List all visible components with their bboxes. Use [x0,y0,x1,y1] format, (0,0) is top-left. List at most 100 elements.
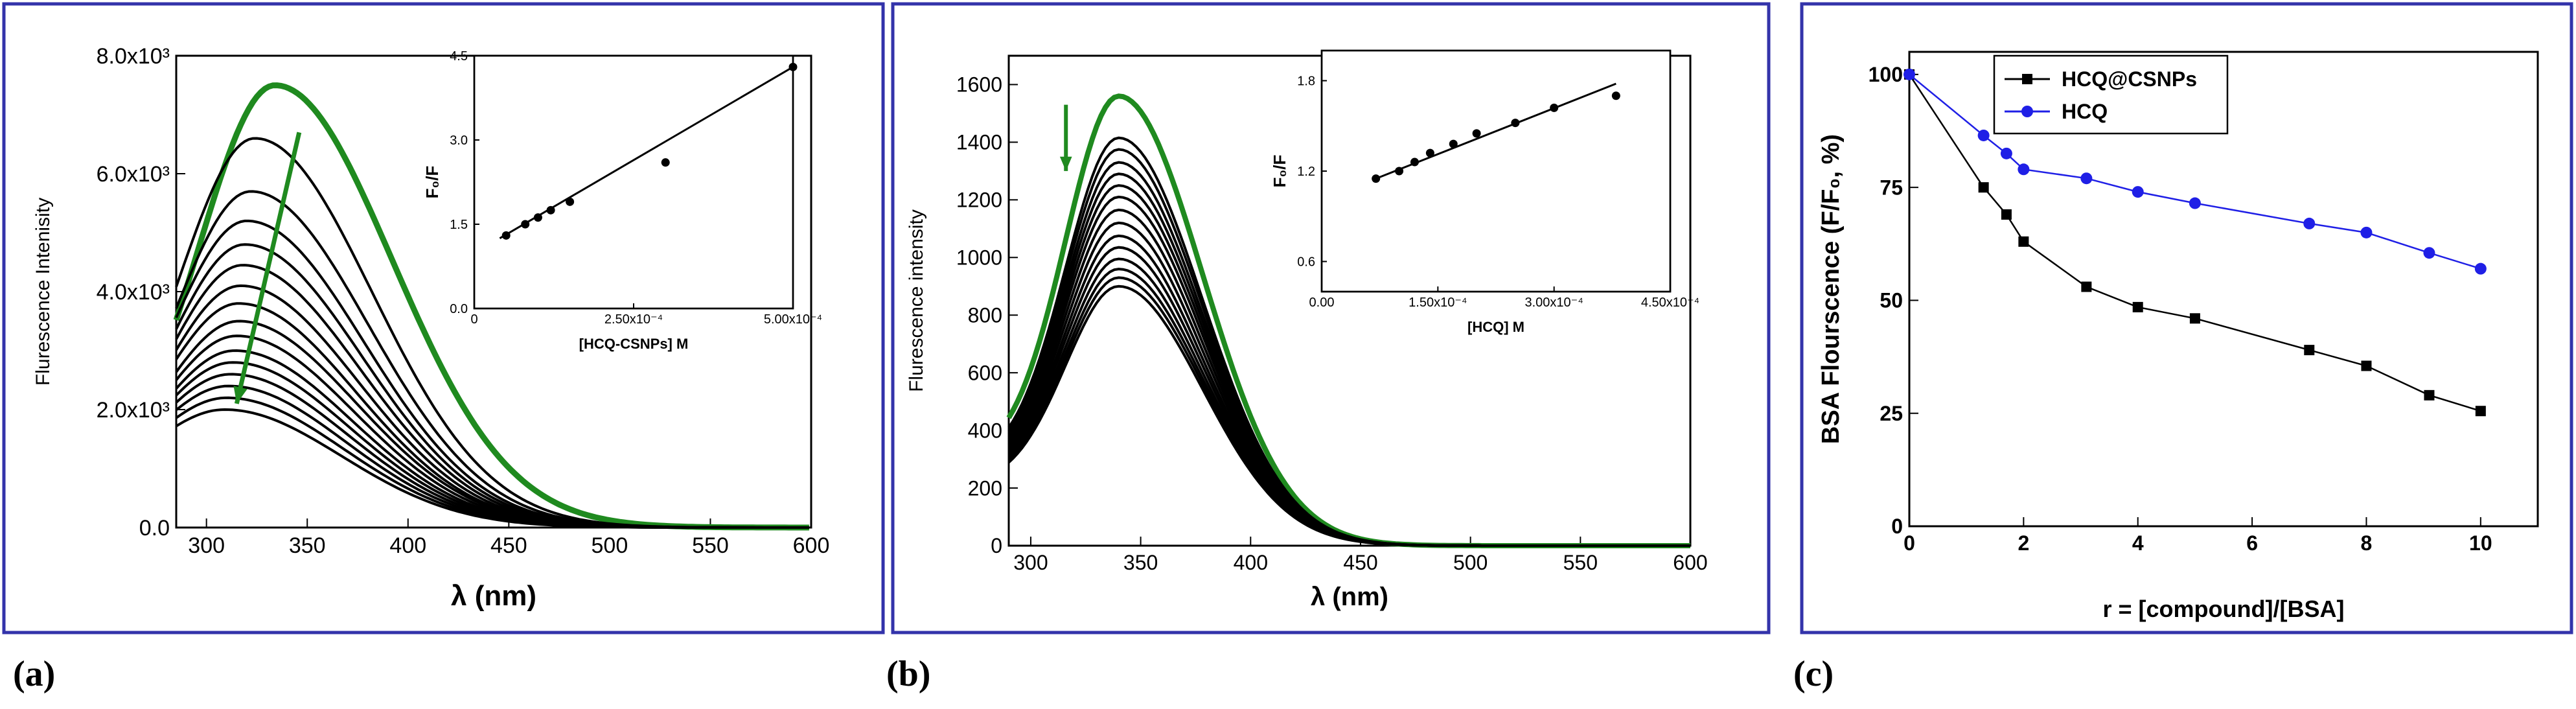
inset-point [1410,157,1419,167]
series-marker [2001,209,2012,220]
series-marker [2423,247,2435,259]
inset-x-tick-label: 0 [470,312,477,327]
y-tick-label: 4.0x10³ [97,280,170,305]
inset-point [546,205,555,215]
inset-point [1395,167,1404,176]
y-tick-label: 0.0 [139,516,170,540]
y-tick-label: 1000 [956,246,1002,269]
panel-a-label: (a) [13,654,55,694]
x-tick-label: 350 [1123,551,1158,574]
panel-frame-a [2,2,885,634]
x-tick-label: 4 [2132,531,2144,555]
x-tick-label: 0 [1903,531,1915,555]
series-marker [1903,68,1915,80]
inset-point [1611,91,1620,100]
panel-c-label: (c) [1793,654,1834,694]
inset-y-tick-label: 0.6 [1297,255,1315,270]
panel-b-chart: 300 350 400 450 500 550 600 0 200 400 600 800 1000 12… [906,49,1708,611]
y-tick-label: 2.0x10³ [97,398,170,423]
inset-x-axis-label: [HCQ-CSNPs] M [579,336,689,352]
series-marker [2303,217,2316,229]
inset-y-axis-label: F₀/F [1270,155,1289,188]
inset-x-axis-label: [HCQ] M [1467,319,1524,335]
y-axis-label: BSA Flourscence (F/F₀, %) [1817,134,1845,444]
x-tick-label: 450 [1343,551,1377,574]
x-tick-label: 300 [1013,551,1048,574]
x-tick-label: 2 [2018,531,2029,555]
inset-point [501,231,511,240]
series-marker [2018,163,2030,176]
y-tick-label: 1600 [956,73,1002,97]
quench-arrow-head [233,386,247,404]
series-marker [2361,360,2372,371]
y-tick-label: 0 [991,534,1002,557]
x-tick-label: 550 [692,533,729,558]
series-marker [2018,236,2029,247]
inset-plot-area [1320,49,1672,293]
x-axis-label: λ (nm) [1311,583,1388,611]
y-tick-label: 50 [1880,289,1903,312]
series-marker [2475,406,2486,417]
panel-frame-b [891,2,1771,634]
series-marker [2080,172,2093,185]
series-marker [2000,147,2012,159]
inset-y-tick-label: 1.8 [1297,75,1315,89]
x-tick-label: 6 [2246,531,2258,555]
x-tick-label: 300 [188,533,225,558]
spectrum-line [1007,268,1690,547]
x-tick-label: 450 [490,533,527,558]
legend-entry: HCQ [2062,100,2108,123]
legend-swatch-marker [2021,106,2033,117]
x-tick-label: 10 [2469,531,2492,555]
x-tick-label: 600 [793,533,830,558]
series-marker [2081,281,2092,292]
quench-arrow-shaft [234,132,302,404]
inset-x-tick-label: 5.00x10⁻⁴ [764,312,822,327]
panel-frame-c [1800,2,2573,634]
y-tick-label: 600 [968,361,1002,384]
spectrum-line [1007,276,1690,547]
series-marker [2424,389,2435,401]
series-marker [2189,197,2201,209]
legend-box [1993,54,2229,135]
y-tick-label: 800 [968,303,1002,327]
x-tick-label: 550 [1563,551,1598,574]
inset-y-tick-label: 3.0 [450,134,468,148]
inset-x-tick-label: 0.00 [1309,296,1335,310]
inset-x-tick-label: 1.50x10⁻⁴ [1409,296,1467,310]
series-marker [2132,301,2143,312]
y-tick-label: 6.0x10³ [97,162,170,187]
inset-y-axis-label: F₀/F [422,166,442,199]
x-tick-label: 500 [592,533,628,558]
y-tick-label: 1400 [956,131,1002,154]
series-marker [2132,186,2144,198]
x-tick-label: 600 [1673,551,1707,574]
y-tick-label: 8.0x10³ [97,44,170,69]
series-marker [2474,262,2487,275]
series-marker [2360,226,2373,238]
y-tick-label: 75 [1880,176,1903,199]
legend-entry: HCQ@CSNPs [2062,67,2197,91]
inset-y-tick-label: 0.0 [450,302,468,316]
x-axis-label: λ (nm) [451,580,536,612]
inset-plot-area [473,54,794,310]
inset-point [788,62,798,71]
inset-x-tick-label: 3.00x10⁻⁴ [1525,296,1583,310]
plot-area [1908,51,2539,528]
series-marker [1977,129,1990,141]
panel-b-label: (b) [886,654,930,694]
x-tick-label: 500 [1453,551,1488,574]
y-tick-label: 400 [968,419,1002,442]
y-axis-label: Flurescence Intenisity [32,198,54,386]
inset-point [521,220,530,229]
inset-x-tick-label: 2.50x10⁻⁴ [604,312,663,327]
legend-swatch-marker [2022,74,2032,84]
inset-point [533,213,542,222]
spectrum-line [175,408,809,529]
inset-point [1449,139,1458,148]
inset-x-tick-label: 4.50x10⁻⁴ [1641,296,1699,310]
inset-point [1511,119,1520,128]
spectrum-line [1007,285,1690,547]
y-tick-label: 100 [1869,63,1903,86]
x-tick-label: 350 [289,533,326,558]
